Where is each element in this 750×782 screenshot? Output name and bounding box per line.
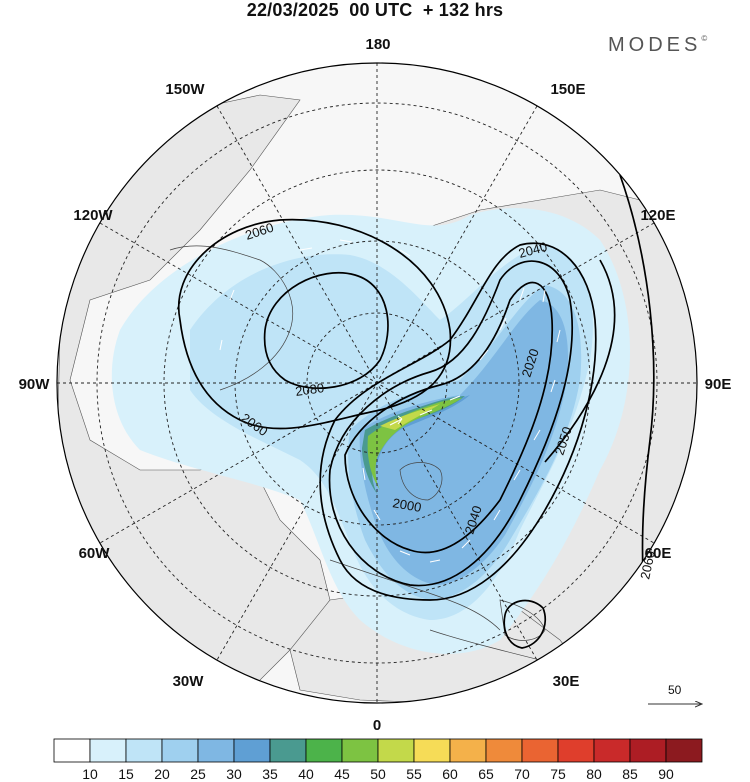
colorbar-swatch xyxy=(377,738,415,763)
longitude-labels: 180 150E 120E 90E 60E 30E 0 30W 60W 90W … xyxy=(19,36,732,734)
colorbar-swatch xyxy=(89,738,127,763)
brand-logo: MODES© xyxy=(608,34,707,57)
contour-2060-west xyxy=(177,218,452,430)
colorbar-swatch xyxy=(521,738,559,763)
colorbar-swatch xyxy=(665,738,703,763)
colorbar-tick-label: 25 xyxy=(190,766,206,782)
colorbar: 10 15 20 25 30 35 40 45 50 55 60 65 70 75 80 85 90 xyxy=(53,738,703,782)
colorbar-tick-label: 55 xyxy=(406,766,422,782)
colorbar-swatch xyxy=(593,738,631,763)
contour-label-2000: 2000 xyxy=(391,495,422,515)
wind-vectors xyxy=(219,239,561,563)
lon-label-150e: 150E xyxy=(550,81,585,98)
colorbar-swatch xyxy=(341,738,379,763)
coastlines xyxy=(169,245,546,661)
colorbar-swatch xyxy=(449,738,487,763)
colorbar-tick-label: 80 xyxy=(586,766,602,782)
colorbar-swatch xyxy=(413,738,451,763)
colorbar-tick-label: 15 xyxy=(118,766,134,782)
wind-scale: 50 xyxy=(648,683,702,704)
contour-label-2080: 2080 xyxy=(294,380,325,399)
colorbar-tick-label: 60 xyxy=(442,766,458,782)
lon-label-120e: 120E xyxy=(640,207,675,224)
colorbar-swatch xyxy=(197,738,235,763)
lon-label-150w: 150W xyxy=(165,81,205,98)
colorbar-swatch xyxy=(269,738,307,763)
colorbar-tick-label: 30 xyxy=(226,766,242,782)
contour-2000 xyxy=(344,281,554,554)
wind-scale-label: 50 xyxy=(668,683,682,697)
map-title: 22/03/2025 00 UTC + 132 hrs xyxy=(246,0,504,20)
lon-label-60e: 60E xyxy=(645,545,672,562)
contour-closed-small xyxy=(503,599,547,649)
lon-label-90w: 90W xyxy=(19,376,51,393)
colorbar-swatch xyxy=(125,738,163,763)
colorbar-tick-label: 75 xyxy=(550,766,566,782)
colorbar-tick-label: 35 xyxy=(262,766,278,782)
contour-2020 xyxy=(328,260,574,587)
colorbar-tick-label: 20 xyxy=(154,766,170,782)
lon-label-0: 0 xyxy=(373,717,381,734)
contour-label-2040-n: 2040 xyxy=(517,239,549,261)
colorbar-tick-label: 70 xyxy=(514,766,530,782)
lon-label-30w: 30W xyxy=(173,673,205,690)
wind-speed-shading xyxy=(111,208,630,654)
colorbar-swatch xyxy=(53,738,91,763)
lon-label-60w: 60W xyxy=(79,545,111,562)
contour-2050 xyxy=(544,259,616,463)
colorbar-tick-label: 45 xyxy=(334,766,350,782)
colorbar-tick-label: 50 xyxy=(370,766,386,782)
lon-label-180: 180 xyxy=(365,36,390,53)
map-border xyxy=(56,62,698,704)
colorbar-tick-label: 90 xyxy=(658,766,674,782)
colorbar-tick-label: 85 xyxy=(622,766,638,782)
contour-2080 xyxy=(263,271,389,390)
colorbar-swatch xyxy=(557,738,595,763)
colorbar-swatch xyxy=(485,738,523,763)
colorbar-swatch xyxy=(161,738,199,763)
contour-2040 xyxy=(319,242,597,601)
lon-label-120w: 120W xyxy=(73,207,113,224)
contour-label-2060-e: 2060 xyxy=(637,549,658,580)
colorbar-tick-label: 65 xyxy=(478,766,494,782)
colorbar-swatch xyxy=(629,738,667,763)
colorbar-swatch xyxy=(305,738,343,763)
lon-label-90e: 90E xyxy=(705,376,732,393)
lon-label-30e: 30E xyxy=(553,673,580,690)
brand-copyright: © xyxy=(701,34,708,43)
colorbar-tick-label: 10 xyxy=(82,766,98,782)
colorbar-tick-label: 40 xyxy=(298,766,314,782)
colorbar-swatch xyxy=(233,738,271,763)
brand-name: MODES xyxy=(608,34,702,56)
